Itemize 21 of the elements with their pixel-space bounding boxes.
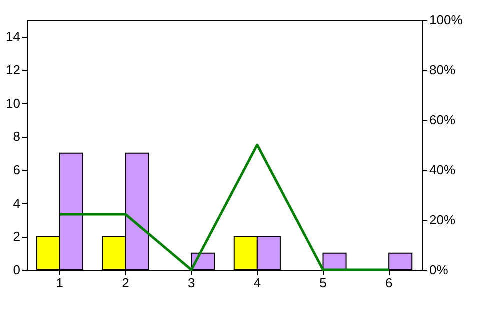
x-tick-label: 1 <box>56 276 64 290</box>
x-tick-label: 3 <box>188 276 196 290</box>
y2-tick-label: 20% <box>430 212 456 228</box>
y-tick-label: 10 <box>6 96 20 111</box>
y2-tick-label: 80% <box>430 62 456 78</box>
y-tick-label: 4 <box>13 196 20 211</box>
y2-tick-label: 0% <box>430 262 449 278</box>
y2-tick-label: 100% <box>430 12 464 28</box>
y2-tick-label: 60% <box>430 112 456 128</box>
x-tick-label: 5 <box>320 276 327 290</box>
y-tick-label: 0 <box>13 262 20 278</box>
x-tick-label: 4 <box>254 276 262 290</box>
x-tick-label: 6 <box>385 276 393 290</box>
y-tick-label: 8 <box>13 129 20 144</box>
y-tick-label: 2 <box>13 229 20 244</box>
y-tick-label: 6 <box>13 162 20 178</box>
x-tick-label: 2 <box>122 276 130 290</box>
bar <box>322 252 347 270</box>
y-tick-label: 14 <box>6 29 20 44</box>
y-tick-label: 12 <box>6 62 20 78</box>
y2-tick-label: 40% <box>430 162 456 178</box>
